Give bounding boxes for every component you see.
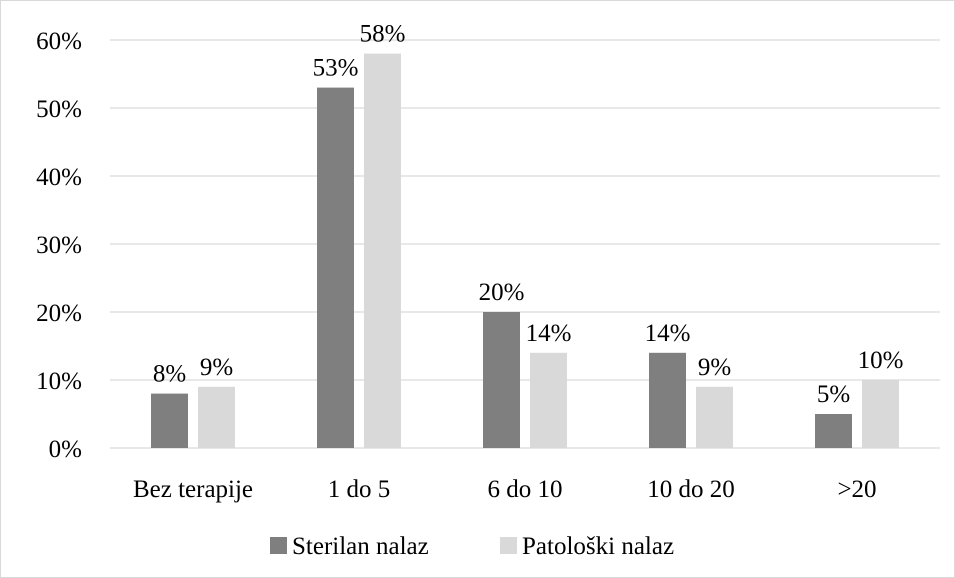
data-label: 58% [360, 21, 406, 48]
data-label: 14% [645, 320, 691, 347]
y-axis-tick-labels: 0% 10% 20% 30% 40% 50% 60% [36, 28, 82, 463]
bar-patoloski [198, 386, 235, 448]
y-tick-label: 0% [49, 436, 82, 463]
legend-swatch [500, 537, 517, 554]
legend-swatch [270, 537, 287, 554]
bar-sterilan [151, 393, 188, 448]
y-tick-label: 50% [36, 96, 82, 123]
y-tick-label: 20% [36, 300, 82, 327]
data-label: 9% [698, 354, 731, 381]
data-labels: 8% 9%53%58%20%14% 14%9%5%10% [153, 21, 904, 408]
legend-label: Patološki nalaz [522, 533, 674, 560]
data-label: 8% [153, 361, 186, 388]
legend: Sterilan nalaz Patološki nalaz [270, 533, 674, 560]
bar-sterilan [815, 414, 852, 448]
x-category-label: 6 do 10 [488, 476, 563, 503]
x-axis-category-labels: Bez terapije 1 do 5 6 do 10 10 do 20 >20 [133, 476, 877, 503]
legend-label: Sterilan nalaz [292, 533, 429, 560]
data-label: 5% [817, 381, 850, 408]
x-category-label: >20 [837, 476, 876, 503]
bar-patoloski [530, 352, 567, 448]
y-tick-label: 10% [36, 368, 82, 395]
x-category-label: 10 do 20 [647, 476, 735, 503]
gridlines [110, 39, 940, 449]
data-label: 20% [479, 279, 525, 306]
data-label: 53% [313, 55, 359, 82]
x-category-label: Bez terapije [133, 476, 253, 503]
data-label: 9% [200, 354, 233, 381]
y-tick-label: 40% [36, 164, 82, 191]
bar-patoloski [862, 380, 899, 448]
bar-sterilan [317, 87, 354, 448]
bar-sterilan [649, 352, 686, 448]
y-tick-label: 30% [36, 232, 82, 259]
data-label: 10% [858, 347, 904, 374]
bar-patoloski [696, 386, 733, 448]
bar-patoloski [364, 53, 401, 448]
y-tick-label: 60% [36, 28, 82, 55]
data-label: 14% [526, 320, 572, 347]
bar-sterilan [483, 312, 520, 448]
bars [151, 53, 899, 448]
x-category-label: 1 do 5 [328, 476, 391, 503]
